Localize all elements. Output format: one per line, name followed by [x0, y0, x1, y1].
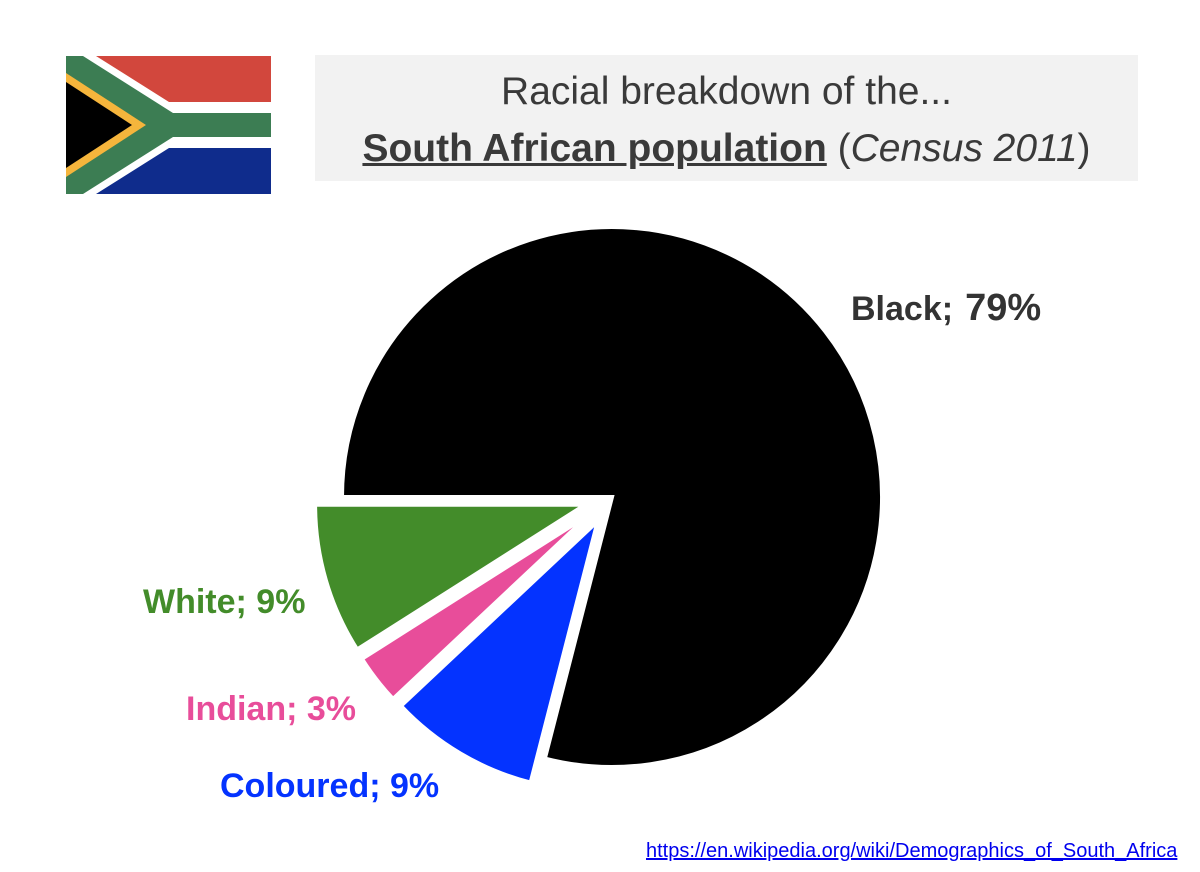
pie-slice-indian	[359, 512, 592, 702]
title-box: Racial breakdown of the... South African…	[315, 55, 1138, 181]
source-link[interactable]: https://en.wikipedia.org/wiki/Demographi…	[646, 840, 1178, 862]
label-black: Black; 79%	[851, 288, 1041, 329]
flag-green-y	[66, 56, 271, 194]
label-black-value: 79%	[965, 287, 1042, 329]
title-line-2: South African population (Census 2011)	[315, 126, 1138, 172]
south-africa-flag	[66, 56, 271, 194]
pie-slice-white	[313, 502, 592, 653]
pie-slice-coloured	[398, 514, 602, 786]
title-main: South African population	[362, 127, 827, 170]
title-close-paren: )	[1077, 127, 1091, 170]
title-line-1: Racial breakdown of the...	[501, 70, 952, 113]
flag-black-triangle	[66, 82, 132, 168]
label-coloured: Coloured; 9%	[220, 767, 440, 805]
title-open-paren: (	[826, 127, 851, 170]
pie-slice-black	[339, 225, 884, 769]
label-black-name: Black;	[851, 290, 954, 328]
label-indian: Indian; 3%	[186, 690, 357, 728]
label-white: White; 9%	[143, 583, 306, 621]
title-census: Census 2011	[850, 127, 1078, 170]
